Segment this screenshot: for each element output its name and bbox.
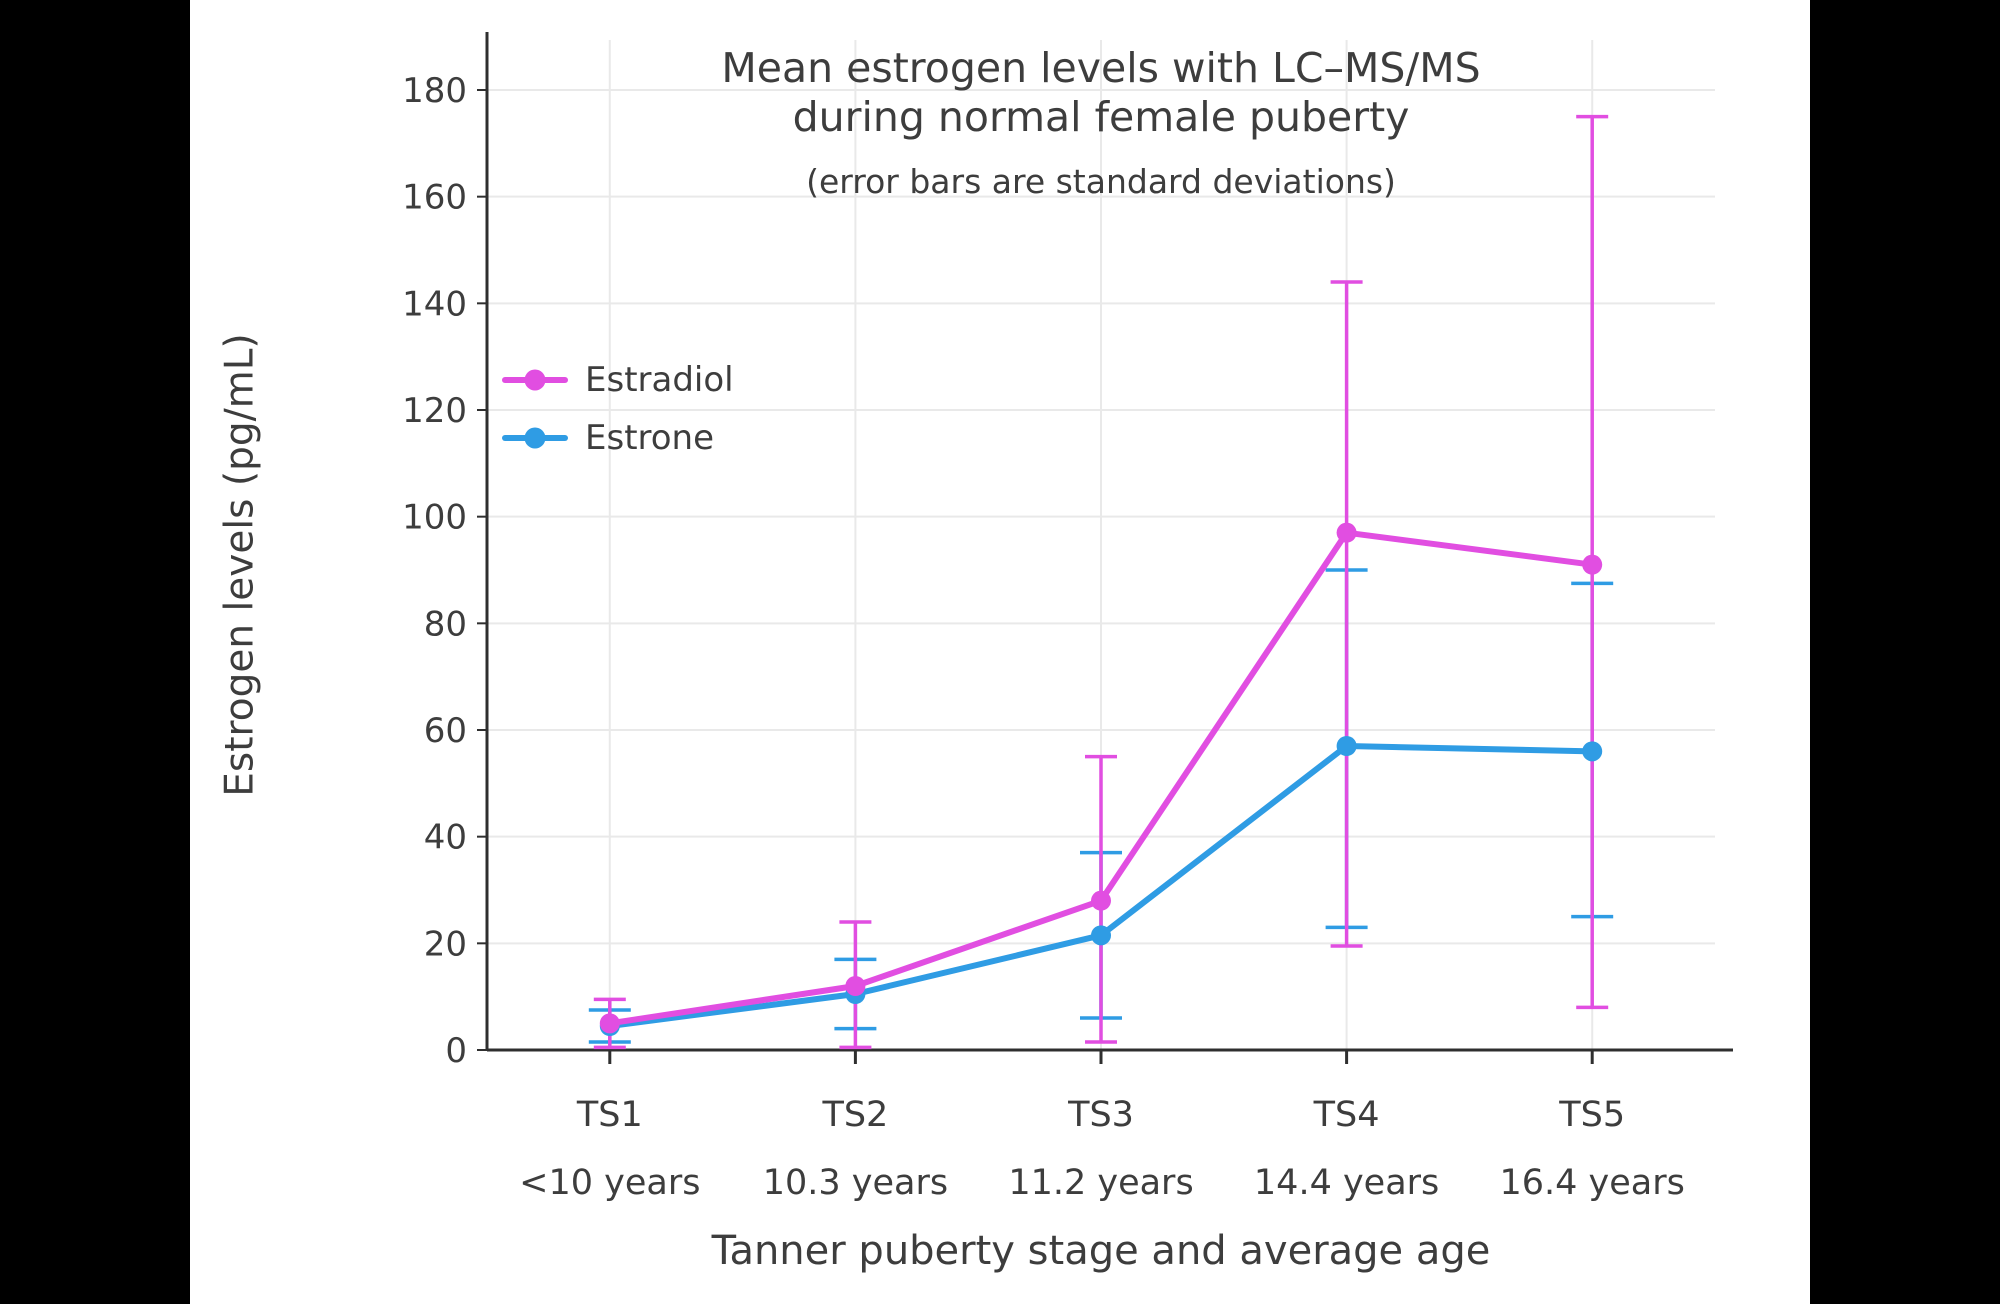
- estradiol-dot-icon: [524, 369, 546, 391]
- data-point-estradiol: [599, 1013, 620, 1034]
- x-axis-label: Tanner puberty stage and average age: [711, 1228, 1491, 1274]
- x-tick-label-age: 10.3 years: [763, 1163, 948, 1203]
- legend: Estradiol Estrone: [502, 360, 734, 458]
- x-tick-label-stage: TS5: [1558, 1095, 1625, 1135]
- data-point-estradiol: [1091, 890, 1111, 911]
- chart-panel: 0 20 40 60 80 100 120 140 160 180 TS1 TS2 TS3 TS4 TS5 <…: [190, 0, 1810, 1304]
- data-point-estrone: [1336, 736, 1357, 756]
- estrone-line-marker-icon: [502, 427, 568, 449]
- x-tick-label-stage: TS4: [1313, 1095, 1380, 1135]
- legend-label-estradiol: Estradiol: [585, 360, 734, 400]
- y-tick-label: 60: [424, 711, 467, 751]
- x-tick-label-age: <10 years: [519, 1163, 700, 1203]
- x-tick-label-age: 16.4 years: [1500, 1163, 1685, 1203]
- x-tick-label-age: 11.2 years: [1008, 1163, 1193, 1203]
- legend-label-estrone: Estrone: [585, 418, 715, 458]
- y-tick-label: 100: [402, 498, 467, 538]
- chart-subtitle: (error bars are standard deviations): [806, 162, 1396, 201]
- legend-item-estrone: Estrone: [502, 418, 734, 458]
- y-tick-label: 0: [445, 1031, 467, 1071]
- legend-item-estradiol: Estradiol: [502, 360, 734, 400]
- y-axis-label: Estrogen levels (pg/mL): [217, 333, 263, 797]
- y-tick-label: 20: [424, 924, 467, 964]
- x-tick-label-stage: TS2: [821, 1095, 888, 1135]
- estradiol-line-marker-icon: [502, 369, 568, 391]
- chart-title: Mean estrogen levels with LC–MS/MS durin…: [721, 44, 1480, 142]
- chart-title-line1: Mean estrogen levels with LC–MS/MS: [721, 44, 1481, 92]
- y-tick-label: 80: [424, 604, 467, 644]
- y-tick-label: 180: [402, 71, 467, 111]
- y-tick-label: 120: [402, 391, 467, 431]
- chart-title-line2: during normal female puberty: [792, 93, 1410, 142]
- x-tick-label-stage: TS3: [1067, 1095, 1134, 1135]
- x-tick-label-age: 14.4 years: [1254, 1163, 1439, 1203]
- x-tick-label-stage: TS1: [576, 1095, 643, 1135]
- y-tick-label: 140: [402, 284, 467, 324]
- estrone-dot-icon: [524, 427, 546, 449]
- data-point-estradiol: [845, 976, 866, 996]
- data-point-estradiol: [1336, 522, 1357, 543]
- y-tick-label: 160: [402, 178, 467, 218]
- plot-area: 0 20 40 60 80 100 120 140 160 180 TS1 TS2 TS3 TS4 TS5 <…: [402, 32, 1733, 1203]
- letterbox-right-bar: [1810, 0, 2000, 1304]
- data-point-estrone: [1091, 925, 1111, 946]
- data-point-estrone: [1582, 741, 1603, 762]
- letterbox-left-bar: [0, 0, 190, 1304]
- y-tick-label: 40: [424, 818, 467, 858]
- data-point-estradiol: [1582, 554, 1603, 575]
